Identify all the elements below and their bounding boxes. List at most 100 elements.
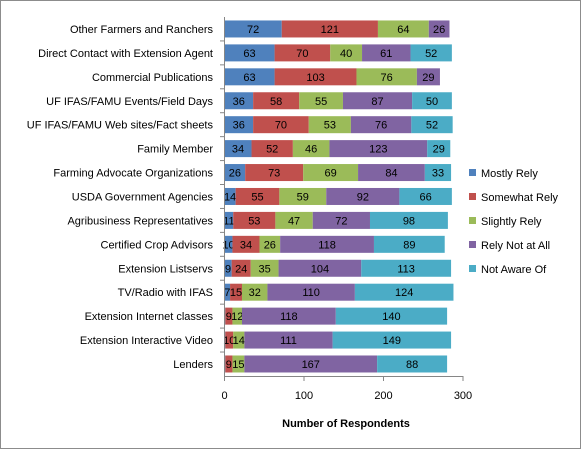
bar-segment <box>224 164 246 182</box>
data-label: 26 <box>229 168 241 180</box>
bar-segment <box>244 355 378 373</box>
data-label: 89 <box>403 239 415 251</box>
legend-swatch <box>469 169 476 176</box>
bar-segment <box>225 307 233 325</box>
bar-segment <box>416 68 440 86</box>
bar-segment <box>224 92 254 110</box>
data-label: 149 <box>383 335 401 347</box>
data-label: 70 <box>275 120 287 132</box>
bar-segment <box>231 259 251 277</box>
data-label: 88 <box>406 359 418 371</box>
bar-segment <box>275 211 313 229</box>
legend-label: Slightly Rely <box>481 216 542 228</box>
category-label: TV/Radio with IFAS <box>118 287 213 299</box>
category-labels: Other Farmers and Ranchers Direct Contact… <box>27 24 214 371</box>
data-label: 167 <box>302 359 320 371</box>
axes-layer <box>220 17 464 381</box>
data-label: 26 <box>433 24 445 36</box>
legend-label: Somewhat Rely <box>481 192 559 204</box>
data-label: 72 <box>335 215 347 227</box>
data-label: 35 <box>259 263 271 275</box>
bar-segment <box>361 259 452 277</box>
data-label: 52 <box>425 48 437 60</box>
bar-segment <box>312 211 370 229</box>
data-label: 46 <box>305 144 317 156</box>
data-label: 53 <box>248 215 260 227</box>
category-label: Extension Listservs <box>118 263 213 275</box>
data-label: 123 <box>369 144 387 156</box>
data-label: 9 <box>226 311 232 323</box>
x-tick-label: 100 <box>295 390 313 402</box>
data-label: 73 <box>268 168 280 180</box>
data-label: 24 <box>235 263 247 275</box>
bar-segment <box>241 307 336 325</box>
bar-segment <box>342 92 413 110</box>
data-label: 32 <box>249 287 261 299</box>
legend-swatch <box>469 217 476 224</box>
bar-segment <box>245 164 304 182</box>
bar-segment <box>232 355 245 373</box>
bar-segment <box>224 20 282 38</box>
bar-segment <box>224 187 236 205</box>
data-label: 55 <box>315 96 327 108</box>
data-label: 110 <box>302 287 320 299</box>
bar-segment <box>350 116 412 134</box>
data-label: 63 <box>243 48 255 60</box>
data-label: 59 <box>297 191 309 203</box>
data-label: 15 <box>232 359 244 371</box>
bar-segment <box>308 116 351 134</box>
bar-segment <box>427 140 451 158</box>
bar-segment <box>224 116 254 134</box>
data-label: 121 <box>321 24 339 36</box>
bar-segment <box>224 140 252 158</box>
bar-segment <box>278 259 362 277</box>
category-label: Certified Crop Advisors <box>101 239 214 251</box>
bar-segment <box>274 68 357 86</box>
legend-swatch <box>469 241 476 248</box>
data-label: 40 <box>340 48 352 60</box>
x-tick-label: 0 <box>221 390 227 402</box>
bar-segment <box>354 283 454 301</box>
data-label: 87 <box>371 96 383 108</box>
category-label: UF IFAS/FAMU Web sites/Fact sheets <box>27 120 214 132</box>
data-label: 55 <box>251 191 263 203</box>
bar-segment <box>225 355 233 373</box>
data-label: 84 <box>385 168 397 180</box>
data-label: 124 <box>395 287 413 299</box>
data-label: 98 <box>403 215 415 227</box>
data-label: 36 <box>233 120 245 132</box>
data-label: 69 <box>325 168 337 180</box>
bar-segment <box>411 116 453 134</box>
data-label: 92 <box>357 191 369 203</box>
bar-segment <box>329 140 428 158</box>
bar-segment <box>224 259 232 277</box>
bar-segment <box>335 307 448 325</box>
data-label: 70 <box>296 48 308 60</box>
data-label: 61 <box>380 48 392 60</box>
bar-segment <box>303 164 359 182</box>
bar-segment <box>330 44 363 62</box>
bar-segment <box>428 20 450 38</box>
x-axis-title: Number of Respondents <box>282 418 410 430</box>
bar-segment <box>377 20 429 38</box>
bar-segment <box>362 44 411 62</box>
data-label: 7 <box>224 287 230 299</box>
bars-layer: 72 121 64 26 63 70 40 61 52 63 103 76 29 36 58 55 87 50 36… <box>222 20 454 373</box>
bar-segment <box>224 283 231 301</box>
bar-segment <box>326 187 400 205</box>
bar-segment <box>235 187 280 205</box>
bar-segment <box>332 331 452 349</box>
data-label: 12 <box>231 311 243 323</box>
data-label: 29 <box>433 144 445 156</box>
data-label: 118 <box>318 239 336 251</box>
data-label: 47 <box>288 215 300 227</box>
data-label: 118 <box>280 311 298 323</box>
legend-swatch <box>469 265 476 272</box>
category-label: UF IFAS/FAMU Events/Field Days <box>46 96 213 108</box>
legend-swatch <box>469 193 476 200</box>
bar-segment <box>233 211 276 229</box>
category-label: Lenders <box>173 359 213 371</box>
data-label: 26 <box>264 239 276 251</box>
